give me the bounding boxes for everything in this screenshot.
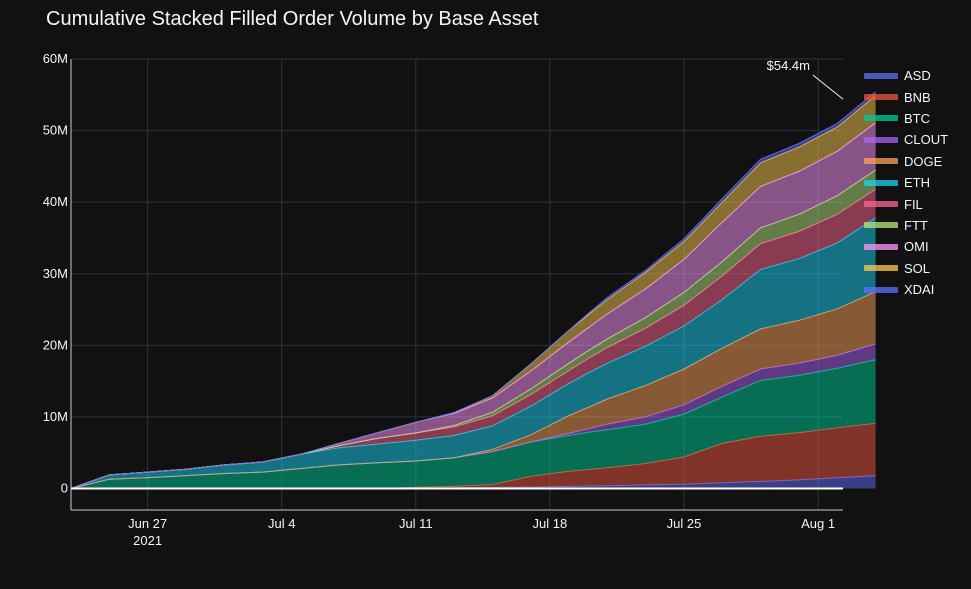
area-layer — [70, 91, 876, 489]
legend-item-omi[interactable]: OMI — [864, 236, 948, 257]
x-tick-label: Jun 27 — [128, 516, 167, 531]
legend-label: BTC — [904, 110, 930, 126]
legend: ASD BNB BTC CLOUT DOGE ETH FIL FTT OMI SOL XDAI — [864, 65, 948, 300]
y-tick-label: 20M — [43, 337, 68, 352]
axis-layer: 0 10M 20M 30M 40M 50M 60M Jun 27 2021 Jul 4 Jul 11… — [43, 51, 843, 548]
legend-swatch — [864, 286, 898, 293]
series-area-bnb — [71, 423, 876, 489]
legend-swatch — [864, 115, 898, 122]
y-tick-label: 60M — [43, 51, 68, 66]
annotation-label: $54.4m — [767, 58, 810, 73]
series-area-asd — [71, 475, 876, 489]
legend-item-fil[interactable]: FIL — [864, 193, 948, 214]
series-area-btc — [71, 359, 876, 489]
legend-label: ETH — [904, 175, 930, 191]
legend-label: FIL — [904, 196, 923, 212]
legend-swatch — [864, 243, 898, 250]
legend-swatch — [864, 94, 898, 101]
x-tick-label: Aug 1 — [801, 516, 835, 531]
legend-item-sol[interactable]: SOL — [864, 258, 948, 279]
series-area-omi — [71, 122, 876, 489]
legend-item-eth[interactable]: ETH — [864, 172, 948, 193]
x-tick-label: Jul 4 — [268, 516, 295, 531]
legend-label: BNB — [904, 89, 931, 105]
legend-label: ASD — [904, 68, 931, 84]
y-tick-label: 0 — [61, 481, 68, 496]
y-tick-label: 40M — [43, 194, 68, 209]
y-tick-label: 10M — [43, 409, 68, 424]
x-tick-label: Jul 11 — [399, 516, 433, 531]
x-tick-label: Jul 25 — [667, 516, 702, 531]
legend-label: FTT — [904, 217, 928, 233]
annotation-arrow — [812, 74, 844, 100]
legend-item-btc[interactable]: BTC — [864, 108, 948, 129]
legend-swatch — [864, 72, 898, 79]
series-area-eth — [71, 217, 876, 489]
legend-label: CLOUT — [904, 132, 949, 148]
legend-item-bnb[interactable]: BNB — [864, 86, 948, 107]
legend-item-asd[interactable]: ASD — [864, 65, 948, 86]
legend-swatch — [864, 179, 898, 186]
legend-swatch — [864, 201, 898, 208]
x-tick-sublabel: 2021 — [133, 533, 162, 548]
legend-label: XDAI — [904, 282, 935, 298]
legend-item-xdai[interactable]: XDAI — [864, 279, 948, 300]
y-tick-label: 50M — [43, 123, 68, 138]
legend-item-doge[interactable]: DOGE — [864, 151, 948, 172]
legend-swatch — [864, 158, 898, 165]
series-line-xdai — [70, 91, 876, 489]
annotation-layer: $54.4m — [767, 58, 844, 100]
x-tick-label: Jul 18 — [533, 516, 568, 531]
y-tick-label: 30M — [43, 266, 68, 281]
legend-item-ftt[interactable]: FTT — [864, 215, 948, 236]
legend-label: OMI — [904, 239, 929, 255]
series-area-fil — [71, 189, 876, 489]
legend-swatch — [864, 222, 898, 229]
legend-swatch — [864, 136, 898, 143]
legend-label: DOGE — [904, 153, 943, 169]
legend-label: SOL — [904, 260, 931, 276]
chart-title: Cumulative Stacked Filled Order Volume b… — [46, 8, 539, 30]
legend-swatch — [864, 265, 898, 272]
legend-item-clout[interactable]: CLOUT — [864, 129, 948, 150]
